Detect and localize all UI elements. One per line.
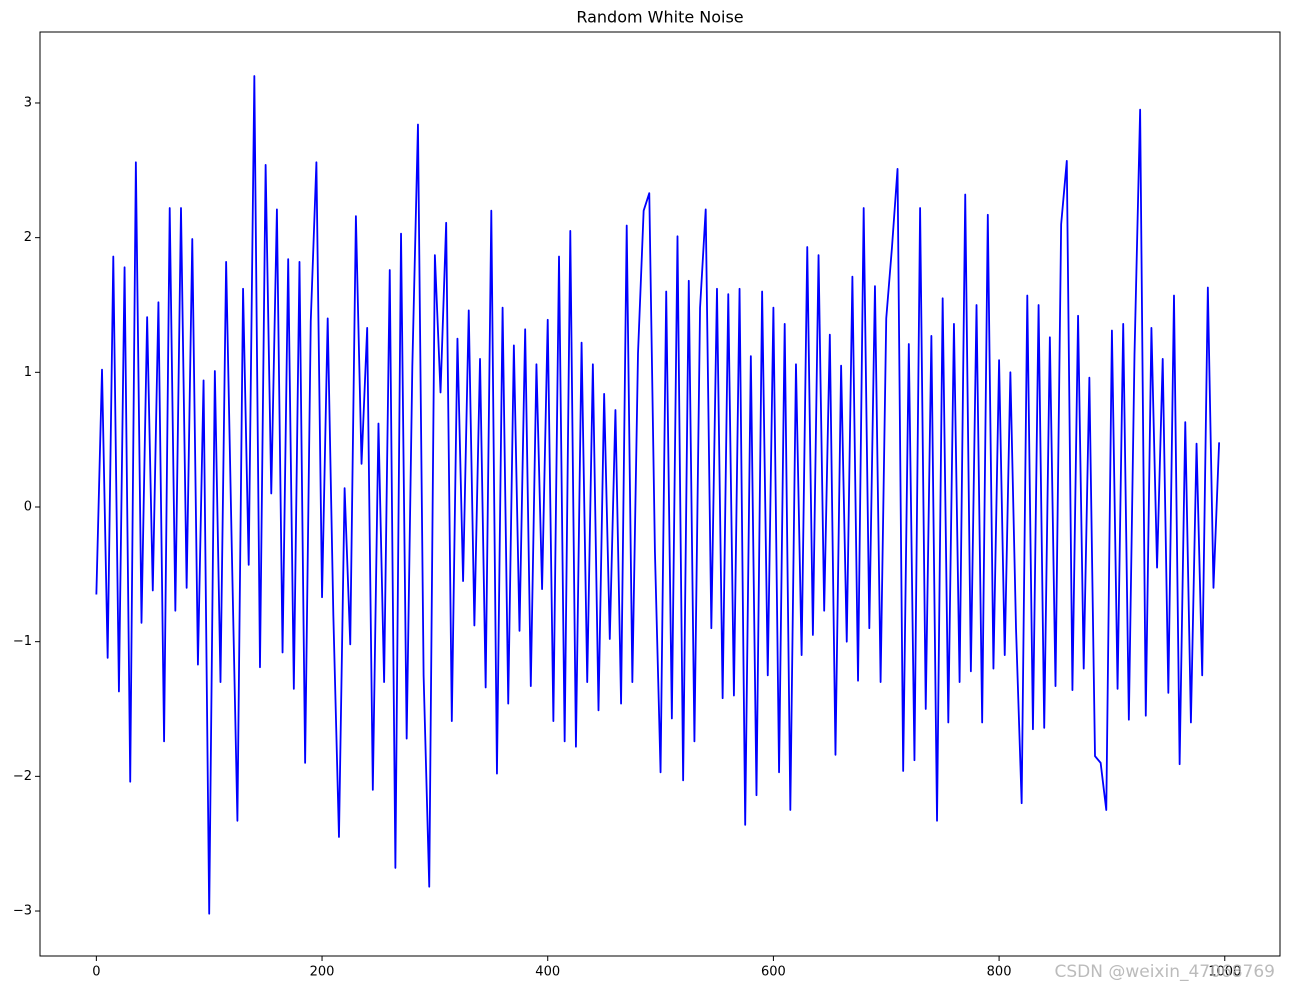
x-tick-label: 200 (310, 965, 335, 980)
y-tick-label: −1 (13, 634, 32, 649)
watermark: CSDN @weixin_47068769 (1054, 962, 1275, 982)
y-tick-label: 0 (24, 499, 32, 514)
x-tick-label: 1000 (1208, 965, 1241, 980)
y-tick-label: 1 (24, 365, 32, 380)
y-tick-label: −3 (13, 904, 32, 919)
y-tick-label: −2 (13, 769, 32, 784)
x-tick-label: 0 (92, 965, 100, 980)
y-tick-label: 3 (24, 95, 32, 110)
x-tick-label: 800 (987, 965, 1012, 980)
plot-frame (39, 31, 1281, 957)
noise-line (95, 75, 1221, 915)
x-tick-label: 400 (535, 965, 560, 980)
x-tick-label: 600 (761, 965, 786, 980)
y-tick-label: 2 (24, 230, 32, 245)
chart-title: Random White Noise (576, 8, 743, 27)
